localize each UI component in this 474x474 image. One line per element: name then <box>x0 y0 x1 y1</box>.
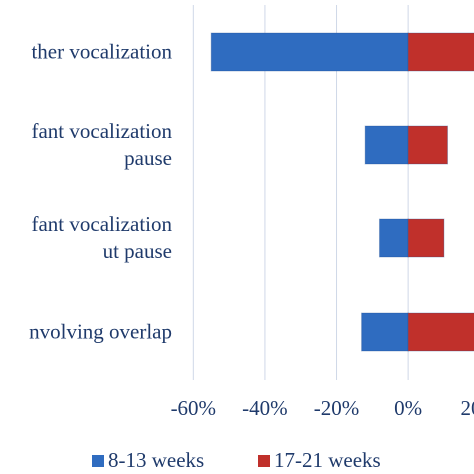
bar <box>407 125 449 165</box>
category-label: fant vocalization ut pause <box>31 212 172 263</box>
category-label: ther vocalization <box>31 39 172 64</box>
bar <box>407 312 474 352</box>
bar <box>378 218 409 258</box>
legend-label: 17-21 weeks <box>274 448 381 472</box>
x-tick-label: -60% <box>171 396 217 420</box>
category-label: fant vocalization pause <box>31 119 172 170</box>
bar <box>210 32 409 72</box>
x-tick-label: -20% <box>314 396 360 420</box>
x-tick-label: -40% <box>242 396 288 420</box>
bar <box>407 32 474 72</box>
bar <box>361 312 409 352</box>
legend-swatch <box>92 455 104 467</box>
bar <box>364 125 409 165</box>
legend-label: 8-13 weeks <box>108 448 204 472</box>
category-label: nvolving overlap <box>29 319 172 344</box>
legend-swatch <box>258 455 270 467</box>
x-tick-label: 0% <box>394 396 422 420</box>
bar <box>407 218 445 258</box>
x-tick-label: 20% <box>460 396 474 420</box>
